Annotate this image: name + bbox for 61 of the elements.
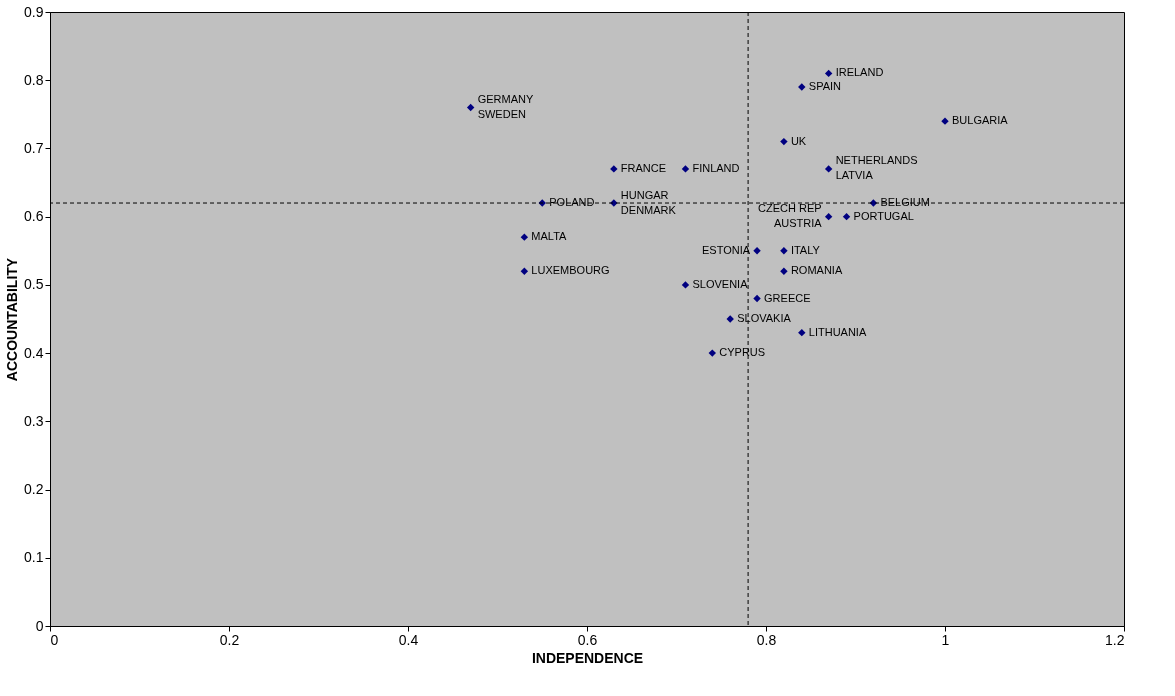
annotation: NETHERLANDS bbox=[835, 154, 918, 167]
x-tick-label: 1.2 bbox=[1105, 631, 1125, 648]
annotation: MALTA bbox=[531, 230, 568, 243]
annotation: AUSTRIA bbox=[773, 217, 823, 230]
y-tick-label: 0.3 bbox=[24, 412, 44, 429]
annotation: SLOVAKIA bbox=[737, 312, 792, 324]
x-tick-label: 0.4 bbox=[398, 631, 419, 648]
annotation: BULGARIA bbox=[952, 114, 1009, 127]
x-axis-title: INDEPENDENCE bbox=[531, 649, 644, 666]
point bbox=[753, 294, 761, 303]
point bbox=[520, 233, 529, 241]
point bbox=[681, 281, 690, 289]
point bbox=[824, 165, 833, 173]
point bbox=[520, 267, 529, 275]
point bbox=[842, 212, 851, 221]
y-tick-label: 0.2 bbox=[24, 481, 44, 498]
annotation: SWEDEN bbox=[477, 108, 526, 121]
point bbox=[798, 328, 806, 337]
annotation: SLOVENIA bbox=[692, 277, 749, 290]
point bbox=[466, 103, 475, 112]
point bbox=[780, 247, 788, 255]
point bbox=[708, 349, 717, 357]
annotation: PORTUGAL bbox=[853, 209, 914, 222]
point bbox=[824, 212, 833, 221]
y-tick-label: 0.6 bbox=[24, 208, 44, 225]
annotation: POLAND bbox=[549, 196, 595, 209]
annotation: GERMANY bbox=[477, 93, 534, 106]
annotation: FRANCE bbox=[620, 161, 667, 174]
annotation: FINLAND bbox=[692, 161, 740, 174]
y-tick-label: 0.5 bbox=[24, 276, 44, 293]
annotation: DENMARK bbox=[620, 203, 677, 216]
annotation: CYPRUS bbox=[719, 346, 766, 359]
x-tick-label: 0.8 bbox=[756, 631, 777, 648]
y-tick-label: 0.9 bbox=[24, 3, 44, 20]
point bbox=[780, 267, 788, 275]
y-tick-label: 0.4 bbox=[24, 344, 44, 361]
annotation: HUNGAR bbox=[620, 188, 669, 201]
x-tick-label: 0.2 bbox=[219, 631, 240, 648]
annotation: ROMANIA bbox=[790, 264, 843, 277]
annotation: LUXEMBOURG bbox=[531, 264, 610, 277]
point bbox=[681, 165, 690, 173]
annotation: SPAIN bbox=[808, 80, 842, 93]
x-tick-label: 0.6 bbox=[577, 631, 598, 648]
y-tick-label: 0.1 bbox=[24, 549, 44, 566]
point bbox=[824, 69, 833, 78]
annotation: BELGIUM bbox=[880, 196, 930, 209]
annotation: GREECE bbox=[764, 291, 811, 304]
y-axis-title: ACCOUNTABILITY bbox=[4, 257, 21, 382]
annotation: CZECH REP bbox=[758, 202, 822, 215]
point bbox=[780, 137, 788, 146]
y-tick-label: 0.7 bbox=[24, 139, 44, 156]
y-tick-label: 0 bbox=[35, 617, 44, 634]
annotation: LATVIA bbox=[835, 169, 874, 182]
x-tick-label: 0 bbox=[50, 631, 59, 648]
annotation: ESTONIA bbox=[701, 243, 751, 256]
annotation: LITHUANIA bbox=[808, 325, 867, 338]
x-tick-label: 1 bbox=[941, 631, 950, 648]
annotation: ITALY bbox=[790, 243, 821, 256]
y-tick-label: 0.8 bbox=[24, 71, 44, 88]
annotation: UK bbox=[790, 134, 807, 147]
annotation: IRELAND bbox=[835, 66, 884, 79]
